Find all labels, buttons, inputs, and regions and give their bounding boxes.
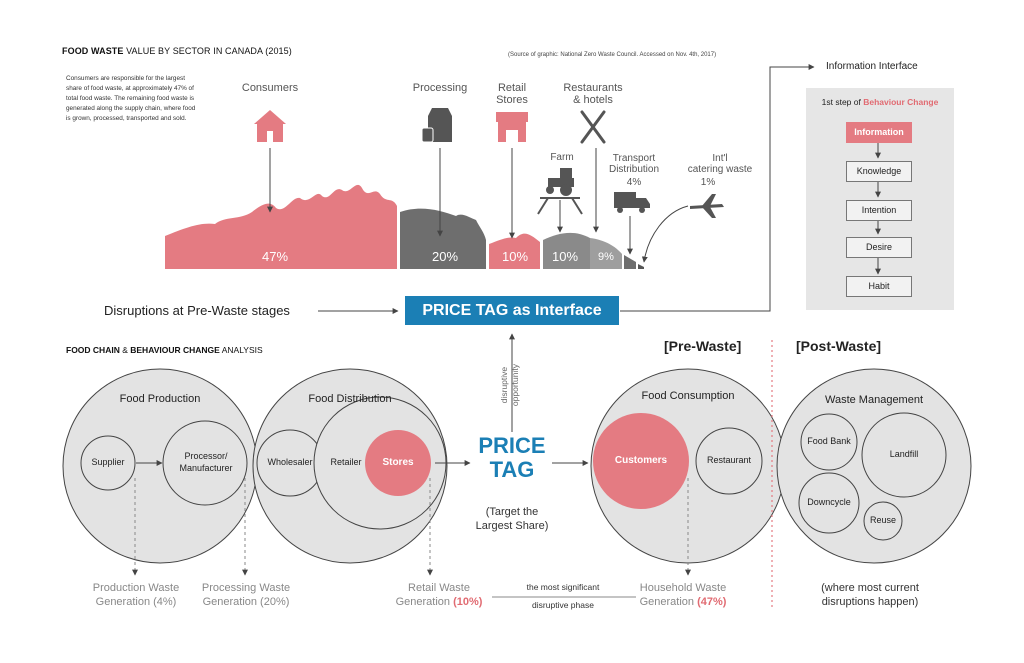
gen-household-pct: (47%) — [697, 595, 727, 608]
fork-knife-icon — [580, 110, 606, 144]
node-restaurant: Restaurant — [706, 455, 752, 465]
behaviour-step-prefix: 1st step of — [821, 97, 864, 107]
chart-title: FOOD WASTE VALUE BY SECTOR IN CANADA (20… — [62, 46, 292, 56]
tractor-icon — [537, 168, 583, 215]
info-interface-label: Information Interface — [826, 61, 918, 72]
step-habit: Habit — [846, 276, 912, 297]
pct-processing: 20% — [431, 249, 459, 264]
analysis-title: FOOD CHAIN & BEHAVIOUR CHANGE ANALYSIS — [66, 345, 263, 355]
truck-icon — [614, 192, 650, 213]
sector-transport-pct: 4% — [626, 177, 642, 188]
behaviour-step-title: 1st step of Behaviour Change — [806, 97, 954, 107]
price-tag-line-1: PRICE — [478, 433, 546, 458]
sector-processing: Processing — [412, 82, 468, 94]
step-knowledge: Knowledge — [846, 161, 912, 182]
area-processing — [400, 208, 486, 269]
price-tag-subtitle: (Target the Largest Share) — [475, 506, 549, 533]
food-consumption-title: Food Consumption — [641, 390, 735, 402]
gen-retail-pct: (10%) — [453, 595, 483, 608]
sector-farm: Farm — [550, 152, 574, 163]
step-intention: Intention — [846, 200, 912, 221]
post-waste-note: (where most current disruptions happen) — [821, 582, 919, 608]
sector-intl: Int'l catering waste — [687, 153, 753, 175]
food-distribution-title: Food Distribution — [308, 393, 392, 405]
sector-transport: Transport Distribution — [608, 153, 660, 175]
disruptions-label: Disruptions at Pre-Waste stages — [104, 303, 290, 318]
waste-management-title: Waste Management — [824, 394, 924, 406]
source-note: (Source of graphic: National Zero Waste … — [508, 52, 717, 58]
house-icon — [254, 110, 286, 142]
behaviour-step-highlight: Behaviour Change — [863, 97, 939, 107]
area-transport — [624, 255, 636, 269]
chart-title-bold: FOOD WASTE — [62, 46, 124, 56]
area-farm — [543, 232, 590, 269]
pct-retail: 10% — [501, 249, 529, 264]
node-downcycle: Downcycle — [807, 497, 851, 507]
pct-restaurants: 9% — [598, 251, 614, 263]
chart-title-rest: VALUE BY SECTOR IN CANADA (2015) — [123, 46, 292, 56]
pct-farm: 10% — [551, 249, 579, 264]
gen-processing: Processing Waste Generation (20%) — [201, 582, 291, 608]
sector-restaurants: Restaurants & hotels — [563, 82, 623, 106]
node-stores: Stores — [382, 457, 414, 468]
gen-retail: Retail Waste Generation (10%) — [384, 582, 494, 610]
analysis-rest: ANALYSIS — [219, 345, 263, 355]
sector-consumers: Consumers — [241, 82, 299, 94]
gen-production: Production Waste Generation (4%) — [92, 582, 180, 608]
sector-retail: Retail Stores — [496, 82, 528, 106]
intro-note: Consumers are responsible for the larges… — [66, 75, 196, 122]
food-production-title: Food Production — [119, 393, 201, 405]
price-tag-line-2: TAG — [489, 457, 535, 483]
area-intl — [638, 264, 644, 269]
price-tag-interface-box: PRICE TAG as Interface — [405, 296, 619, 325]
node-food-bank: Food Bank — [807, 436, 851, 446]
pre-waste-label: [Pre-Waste] — [664, 338, 742, 354]
phase-bottom: disruptive phase — [532, 600, 594, 610]
store-awning-icon — [496, 112, 528, 142]
node-supplier: Supplier — [91, 457, 125, 467]
pct-consumers: 47% — [261, 249, 289, 264]
gen-household-text: Household Waste Generation — [639, 582, 727, 608]
node-landfill: Landfill — [889, 449, 919, 459]
gen-retail-text: Retail Waste Generation — [395, 582, 470, 608]
analysis-mid: & — [119, 345, 131, 355]
price-tag-center: PRICE TAG — [462, 433, 562, 483]
analysis-bold-1: FOOD CHAIN — [66, 345, 120, 355]
step-information: Information — [846, 122, 912, 143]
post-waste-label: [Post-Waste] — [796, 338, 882, 354]
airplane-icon — [690, 194, 724, 218]
sector-intl-pct: 1% — [700, 177, 716, 188]
disruptive-opportunity: disruptive opportunity — [498, 364, 520, 407]
node-customers: Customers — [614, 455, 668, 466]
phase-top: the most significant — [526, 582, 600, 592]
milk-carton-icon — [421, 108, 452, 143]
node-processor: Processor/ Manufacturer — [179, 451, 233, 473]
analysis-bold-2: BEHAVIOUR CHANGE — [130, 345, 220, 355]
area-consumers — [165, 184, 397, 269]
gen-household: Household Waste Generation (47%) — [628, 582, 738, 610]
area-retail — [489, 233, 540, 269]
step-desire: Desire — [846, 237, 912, 258]
node-reuse: Reuse — [869, 515, 896, 525]
area-restaurants — [590, 238, 622, 269]
node-retailer: Retailer — [330, 457, 362, 467]
node-wholesaler: Wholesaler — [267, 457, 313, 467]
